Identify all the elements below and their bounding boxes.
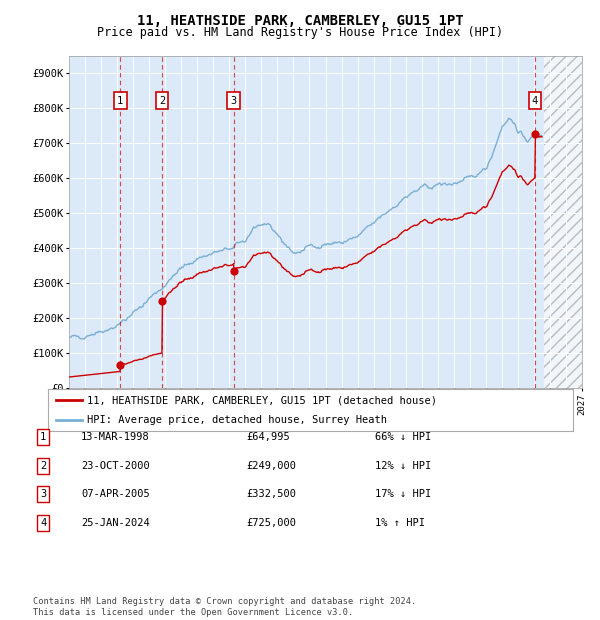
Bar	[544, 56, 582, 388]
Text: 1: 1	[40, 432, 46, 442]
Point	[157, 296, 167, 306]
Text: HPI: Average price, detached house, Surrey Heath: HPI: Average price, detached house, Surr…	[88, 415, 388, 425]
Point	[115, 360, 125, 370]
Point	[229, 267, 238, 277]
Text: Price paid vs. HM Land Registry's House Price Index (HPI): Price paid vs. HM Land Registry's House …	[97, 26, 503, 39]
Text: 11, HEATHSIDE PARK, CAMBERLEY, GU15 1PT (detached house): 11, HEATHSIDE PARK, CAMBERLEY, GU15 1PT …	[88, 395, 437, 405]
Text: 3: 3	[40, 489, 46, 499]
Text: £64,995: £64,995	[246, 432, 290, 442]
Text: 66% ↓ HPI: 66% ↓ HPI	[375, 432, 431, 442]
Text: 4: 4	[40, 518, 46, 528]
Text: 11, HEATHSIDE PARK, CAMBERLEY, GU15 1PT: 11, HEATHSIDE PARK, CAMBERLEY, GU15 1PT	[137, 14, 463, 28]
Text: 25-JAN-2024: 25-JAN-2024	[81, 518, 150, 528]
Text: £332,500: £332,500	[246, 489, 296, 499]
Text: 23-OCT-2000: 23-OCT-2000	[81, 461, 150, 471]
Text: Contains HM Land Registry data © Crown copyright and database right 2024.
This d: Contains HM Land Registry data © Crown c…	[33, 598, 416, 617]
Text: 13-MAR-1998: 13-MAR-1998	[81, 432, 150, 442]
Text: 1% ↑ HPI: 1% ↑ HPI	[375, 518, 425, 528]
Text: 2: 2	[159, 95, 165, 105]
Text: £725,000: £725,000	[246, 518, 296, 528]
Bar	[544, 56, 582, 388]
Text: 1: 1	[117, 95, 124, 105]
Text: 2: 2	[40, 461, 46, 471]
Text: 3: 3	[230, 95, 237, 105]
Text: 4: 4	[532, 95, 538, 105]
Text: 17% ↓ HPI: 17% ↓ HPI	[375, 489, 431, 499]
Text: £249,000: £249,000	[246, 461, 296, 471]
Point	[530, 130, 540, 140]
Text: 12% ↓ HPI: 12% ↓ HPI	[375, 461, 431, 471]
Text: 07-APR-2005: 07-APR-2005	[81, 489, 150, 499]
